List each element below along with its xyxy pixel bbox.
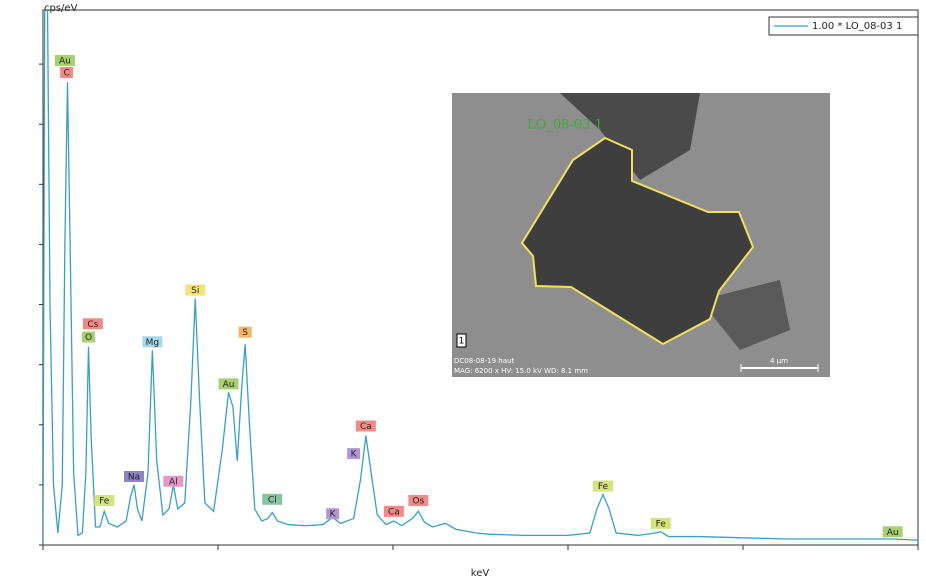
- inset-caption: DC08-08-19 haut: [454, 357, 514, 365]
- scale-bar-label: 4 µm: [770, 357, 788, 365]
- inset-image: LO_08-03 1 1 DC08-08-19 haut MAG: 6200 x…: [26, 10, 923, 562]
- inset-caption: MAG: 6200 x HV: 15.0 kV WD: 8.1 mm: [454, 367, 588, 375]
- element-label-box: [650, 517, 671, 529]
- element-label: Fe: [99, 497, 110, 507]
- element-label-box: [163, 475, 184, 487]
- element-label: Fe: [656, 519, 667, 529]
- x-axis-label: keV: [471, 568, 490, 579]
- element-label: Ca: [360, 422, 372, 432]
- element-label: Au: [59, 56, 71, 66]
- element-label-box: [262, 493, 283, 505]
- element-label-box: [593, 480, 613, 492]
- y-tick-label: 4.0: [26, 60, 37, 68]
- x-tick-label: 8: [741, 554, 745, 562]
- element-label-box: [142, 336, 163, 348]
- element-label-box: [185, 284, 206, 296]
- element-label: Ca: [388, 507, 400, 517]
- x-tick-label: 0: [41, 554, 45, 562]
- legend-box: [768, 16, 919, 36]
- y-tick-label: 1.0: [26, 421, 37, 429]
- element-label: Cs: [87, 320, 98, 330]
- element-label: Si: [191, 286, 199, 296]
- y-axis-label: cps/eV: [44, 3, 78, 14]
- element-label-box: [383, 505, 404, 517]
- y-tick-label: 0.5: [26, 481, 37, 489]
- element-label-box: [218, 378, 239, 390]
- marker-box: [456, 333, 467, 348]
- spectrum-line: [43, 10, 918, 545]
- element-label: Al: [169, 477, 178, 487]
- element-label-box: [238, 326, 252, 338]
- x-tick-label: 4: [391, 554, 396, 562]
- y-tick-label: 3.0: [26, 180, 37, 188]
- y-tick-label: 3.5: [26, 120, 37, 128]
- element-label: Os: [412, 497, 424, 507]
- element-label-box: [82, 331, 95, 343]
- element-label: K: [351, 450, 358, 460]
- element-label: Au: [223, 380, 235, 390]
- element-label-box: [94, 495, 115, 507]
- inset-texture: [560, 93, 700, 180]
- element-label-box: [326, 508, 340, 520]
- element-label: Cl: [268, 495, 277, 505]
- element-label: K: [330, 510, 337, 520]
- element-label-box: [355, 420, 376, 432]
- y-tick-label: 1.5: [26, 361, 37, 369]
- element-label: Na: [128, 472, 140, 482]
- element-label: Mg: [146, 338, 159, 348]
- element-label-box: [54, 54, 75, 66]
- y-tick-label: 2.0: [26, 301, 37, 309]
- element-label-box: [60, 67, 74, 79]
- inset-texture: [700, 280, 790, 350]
- element-label: S: [242, 328, 248, 338]
- x-tick-label: 6: [566, 554, 571, 562]
- element-label: C: [63, 69, 69, 79]
- x-tick-label: 10: [914, 554, 923, 562]
- element-label-box: [124, 470, 144, 482]
- element-label: Fe: [598, 482, 609, 492]
- region-outline: [520, 136, 755, 346]
- element-label: Au: [887, 528, 899, 538]
- legend-label: 1.00 * LO_08-03 1: [812, 21, 902, 32]
- element-label-box: [347, 448, 361, 460]
- y-tick-label: 2.5: [26, 240, 37, 248]
- element-label: O: [85, 333, 92, 343]
- element-label-box: [408, 495, 429, 507]
- element-label-box: [82, 318, 103, 330]
- inset-title: LO_08-03 1: [527, 118, 603, 133]
- x-tick-label: 2: [216, 554, 220, 562]
- element-label-box: [882, 526, 903, 538]
- inset-marker: 1: [459, 337, 465, 347]
- y-tick-label: 0.0: [26, 541, 37, 549]
- legend: 1.00 * LO_08-03 1: [768, 16, 919, 36]
